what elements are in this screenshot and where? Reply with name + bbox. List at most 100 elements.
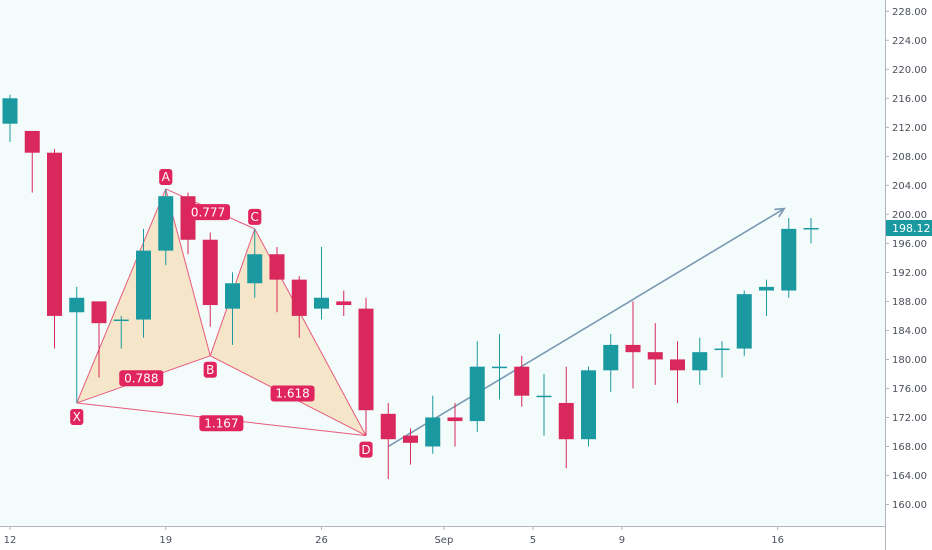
candle (714, 341, 730, 378)
pattern-labels: 0.777 0.788 1.618 1.167 X A B C D (70, 168, 373, 458)
candle (759, 279, 774, 316)
candle-body (24, 130, 40, 153)
candle-body (247, 254, 263, 284)
candle (247, 228, 263, 298)
pattern-line-xa (76, 188, 167, 404)
candle-body (625, 344, 641, 353)
plot-fill (0, 0, 885, 526)
point-label-d-bg (359, 441, 373, 458)
candle (447, 402, 463, 447)
candle-body (91, 301, 107, 324)
candle-body (781, 228, 797, 291)
candle (581, 366, 596, 447)
price-tick-label: 160.00 (892, 500, 927, 511)
candle-body (558, 402, 574, 440)
time-tick-label: 16 (771, 535, 784, 546)
candle-body (603, 344, 619, 371)
candle-body (647, 352, 663, 360)
candle-body (358, 308, 374, 411)
candle-body (447, 417, 463, 422)
candle (202, 232, 218, 327)
candle-body (291, 279, 307, 316)
candle-body (113, 319, 129, 322)
candle (514, 355, 530, 407)
point-label-b: B (203, 361, 217, 378)
ratio-label-text: 0.788 (124, 371, 158, 385)
candle (336, 290, 352, 316)
point-label-x: X (70, 408, 84, 425)
candle-body (225, 283, 240, 309)
price-tick-label: 204.00 (892, 181, 927, 192)
price-tick-label: 216.00 (892, 94, 927, 105)
candle-body (670, 359, 685, 371)
point-label-b-bg (203, 361, 217, 378)
candle-body (47, 152, 62, 316)
candle-body (692, 352, 708, 371)
time-tick-label: 26 (315, 535, 328, 546)
projection-arrow-head (774, 207, 786, 218)
ratio-label-bg (199, 415, 244, 432)
candle (736, 290, 752, 356)
candle (158, 188, 174, 266)
candle-body (581, 370, 596, 440)
candle (113, 315, 129, 349)
candle-body (269, 254, 285, 280)
candle (692, 337, 708, 385)
point-label-x-bg (70, 408, 84, 425)
candle-body (469, 366, 485, 422)
ratio-label-bg (270, 385, 315, 402)
price-tick-label: 212.00 (892, 123, 927, 134)
candle-body (403, 435, 418, 443)
candle (269, 246, 285, 313)
ratio-label: 0.777 (186, 204, 231, 221)
price-tick-label: 196.00 (892, 239, 927, 250)
point-label-x-text: X (73, 410, 81, 424)
price-tick-label: 180.00 (892, 355, 927, 366)
point-label-c-text: C (251, 210, 259, 224)
candle (670, 341, 685, 403)
candle (380, 402, 396, 480)
point-label-c: C (248, 208, 262, 225)
point-label-b-text: B (206, 363, 214, 377)
candles (2, 94, 819, 480)
candle (91, 301, 107, 378)
candle (803, 217, 819, 244)
point-label-a: A (159, 168, 173, 185)
candle (291, 276, 307, 338)
candle-body (425, 417, 441, 447)
candle (425, 395, 441, 454)
ratio-label-bg (186, 204, 231, 221)
price-axis-bg (885, 0, 932, 550)
candle-body (336, 301, 352, 306)
candle-body (714, 348, 730, 351)
price-tick-label: 176.00 (892, 384, 927, 395)
ratio-label-text: 1.618 (275, 387, 309, 401)
price-tick-label: 188.00 (892, 297, 927, 308)
price-axis[interactable]: 160.00 164.00 168.00 172.00 176.00 180.00 184.… (885, 0, 932, 550)
candle (603, 334, 619, 393)
candle-body (536, 395, 552, 398)
price-tick-label: 208.00 (892, 152, 927, 163)
candle (69, 286, 85, 403)
ratio-label-text: 1.167 (204, 416, 238, 430)
candle (647, 323, 663, 385)
candle (24, 130, 40, 193)
time-tick-label: Sep (434, 535, 453, 546)
ratio-label-bg (119, 370, 164, 387)
point-label-d: D (359, 441, 373, 458)
point-label-d-text: D (361, 443, 370, 457)
projection-arrow-line (387, 207, 785, 448)
candle (47, 149, 62, 349)
price-tick-label: 228.00 (892, 7, 927, 18)
candle (781, 217, 797, 298)
candle-body (202, 239, 218, 306)
candle (358, 297, 374, 436)
candle-body (158, 196, 174, 251)
time-tick-label: 19 (159, 535, 172, 546)
candle (558, 366, 574, 469)
last-price-text: 198.12 (892, 222, 931, 235)
price-tick-label: 168.00 (892, 442, 927, 453)
time-axis[interactable]: 12 19 26 Sep 5 9 16 (0, 526, 885, 550)
candle (403, 428, 418, 465)
